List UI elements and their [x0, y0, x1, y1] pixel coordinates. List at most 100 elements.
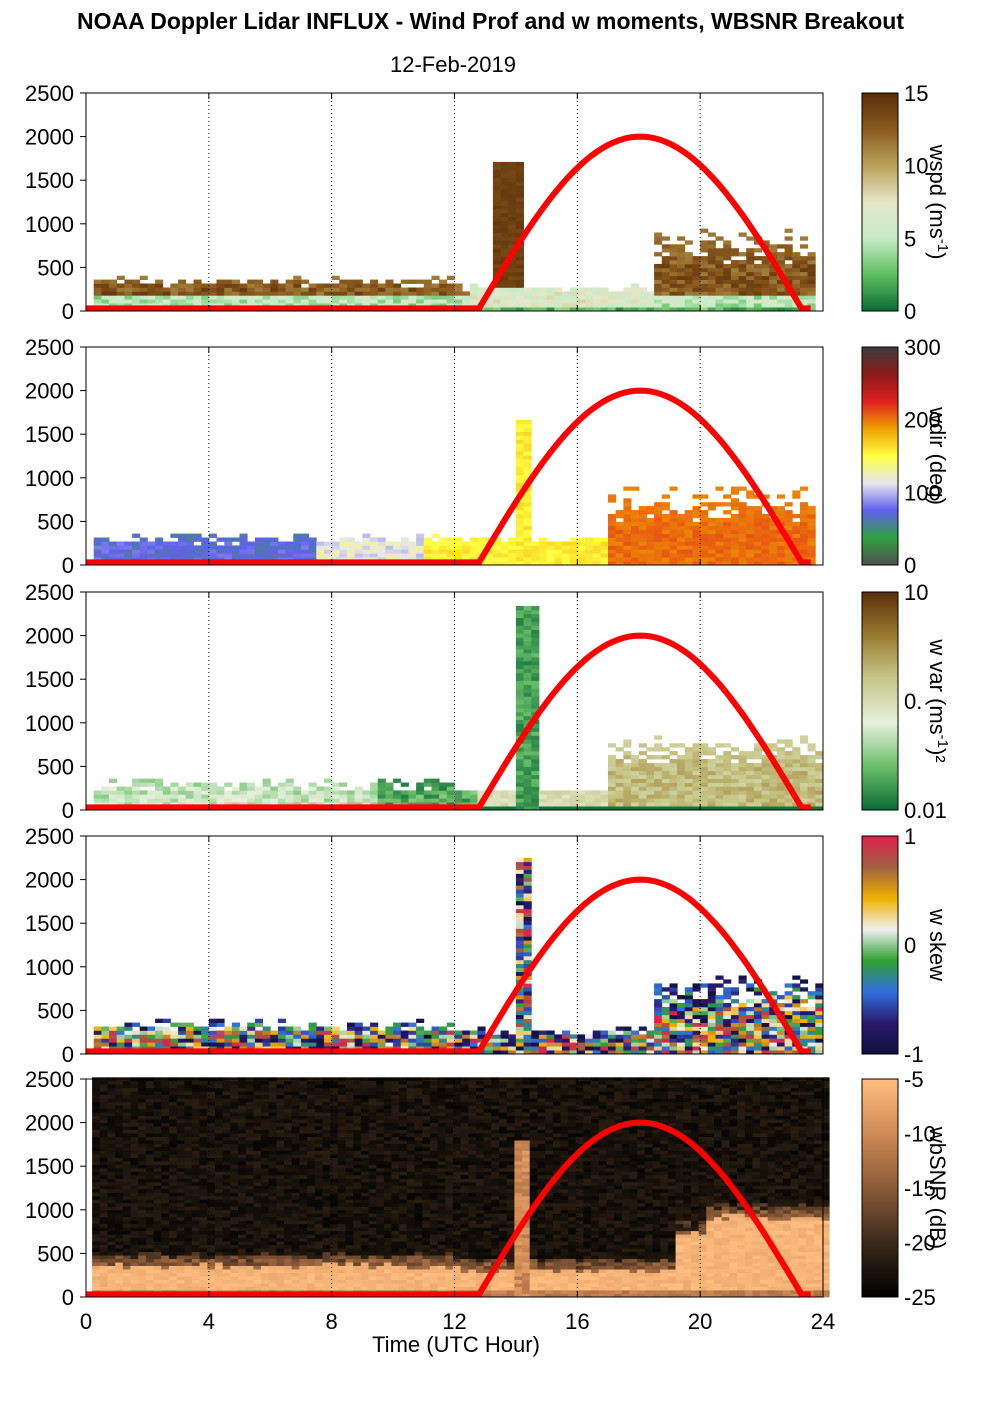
heatmap-cell [638, 770, 647, 776]
heatmap-cell [184, 1279, 193, 1284]
heatmap-cell [130, 1167, 139, 1172]
heatmap-cell [523, 423, 532, 428]
heatmap-cell [161, 1150, 170, 1155]
heatmap-cell [492, 165, 501, 171]
heatmap-cell [569, 802, 578, 807]
heatmap-cell [608, 755, 617, 760]
heatmap-cell [500, 240, 509, 245]
heatmap-cell [92, 1276, 101, 1280]
heatmap-cell [769, 248, 778, 253]
heatmap-cell [285, 299, 294, 304]
heatmap-cell [370, 798, 379, 803]
heatmap-cell [385, 790, 394, 795]
heatmap-cell [515, 232, 524, 237]
heatmap-cell [247, 1022, 256, 1027]
heatmap-cell [800, 1034, 809, 1039]
heatmap-cell [277, 303, 286, 308]
heatmap-cell [515, 606, 524, 611]
heatmap-cell [191, 1084, 200, 1089]
heatmap-cell [354, 1034, 363, 1039]
heatmap-cell [769, 1046, 778, 1051]
heatmap-cell [562, 802, 571, 807]
heatmap-cell [661, 553, 670, 558]
heatmap-cell [107, 1161, 116, 1165]
heatmap-cell [776, 533, 785, 538]
heatmap-cell [153, 1265, 162, 1270]
heatmap-cell [738, 802, 747, 807]
heatmap-cell [254, 295, 263, 300]
heatmap-cell [531, 609, 540, 615]
heatmap-cell [508, 205, 517, 210]
heatmap-cell [331, 1038, 340, 1043]
heatmap-cell [99, 1195, 108, 1200]
heatmap-cell [301, 553, 310, 558]
heatmap-cell [684, 267, 693, 273]
heatmap-cell [608, 759, 617, 764]
heatmap-cell [262, 798, 271, 803]
heatmap-cell [199, 1216, 208, 1221]
y-tick-label: 2000 [25, 125, 74, 150]
heatmap-cell [730, 533, 739, 538]
heatmap-cell [515, 657, 524, 662]
heatmap-cell [168, 1154, 177, 1158]
heatmap-cell [155, 299, 164, 304]
heatmap-cell [147, 778, 156, 783]
heatmap-cell [92, 1213, 101, 1218]
heatmap-cell [669, 1030, 678, 1035]
heatmap-cell [623, 739, 632, 744]
heatmap-cell [416, 802, 425, 807]
heatmap-cell [492, 263, 501, 269]
heatmap-cell [115, 1143, 124, 1148]
heatmap-cell [669, 525, 678, 531]
heatmap-cell [753, 537, 762, 542]
heatmap-cell [262, 557, 271, 562]
heatmap-cell [168, 1227, 177, 1232]
heatmap-cell [684, 517, 693, 523]
heatmap-cell [145, 1091, 154, 1096]
heatmap-cell [807, 806, 816, 811]
heatmap-cell [153, 1276, 162, 1280]
heatmap-cell [654, 295, 663, 300]
heatmap-cell [145, 1199, 154, 1204]
y-tick-label: 2000 [25, 868, 74, 893]
heatmap-cell [115, 1171, 124, 1176]
heatmap-cell [515, 774, 524, 779]
heatmap-cell [746, 267, 755, 273]
heatmap-cell [769, 1022, 778, 1027]
heatmap-cell [161, 1091, 170, 1096]
heatmap-cell [508, 201, 517, 206]
heatmap-cell [538, 802, 547, 807]
heatmap-cell [416, 541, 425, 546]
heatmap-cell [339, 1038, 348, 1043]
heatmap-cell [523, 802, 532, 807]
heatmap-cell [191, 1140, 200, 1144]
heatmap-cell [207, 1230, 216, 1235]
heatmap-cell [661, 267, 670, 273]
heatmap-cell [115, 1234, 124, 1239]
heatmap-cell [324, 1042, 333, 1047]
heatmap-cell [523, 1018, 532, 1023]
heatmap-cell [746, 252, 755, 257]
heatmap-cell [362, 303, 371, 308]
heatmap-cell [170, 798, 179, 803]
heatmap-cell [531, 731, 540, 736]
heatmap-cell [145, 1143, 154, 1148]
heatmap-cell [176, 1126, 185, 1130]
heatmap-cell [515, 482, 524, 487]
heatmap-cell [239, 537, 248, 542]
heatmap-cell [661, 260, 670, 265]
heatmap-cell [308, 291, 317, 296]
heatmap-cell [631, 537, 640, 542]
heatmap-cell [692, 553, 701, 558]
heatmap-cell [293, 541, 302, 546]
heatmap-cell [661, 786, 670, 791]
heatmap-cell [92, 1108, 101, 1113]
heatmap-cell [431, 533, 440, 538]
heatmap-cell [531, 295, 540, 300]
heatmap-cell [677, 1003, 686, 1008]
heatmap-cell [130, 1251, 139, 1256]
heatmap-cell [538, 287, 547, 292]
heatmap-cell [531, 766, 540, 772]
heatmap-cell [807, 762, 816, 768]
heatmap-cell [707, 557, 716, 562]
